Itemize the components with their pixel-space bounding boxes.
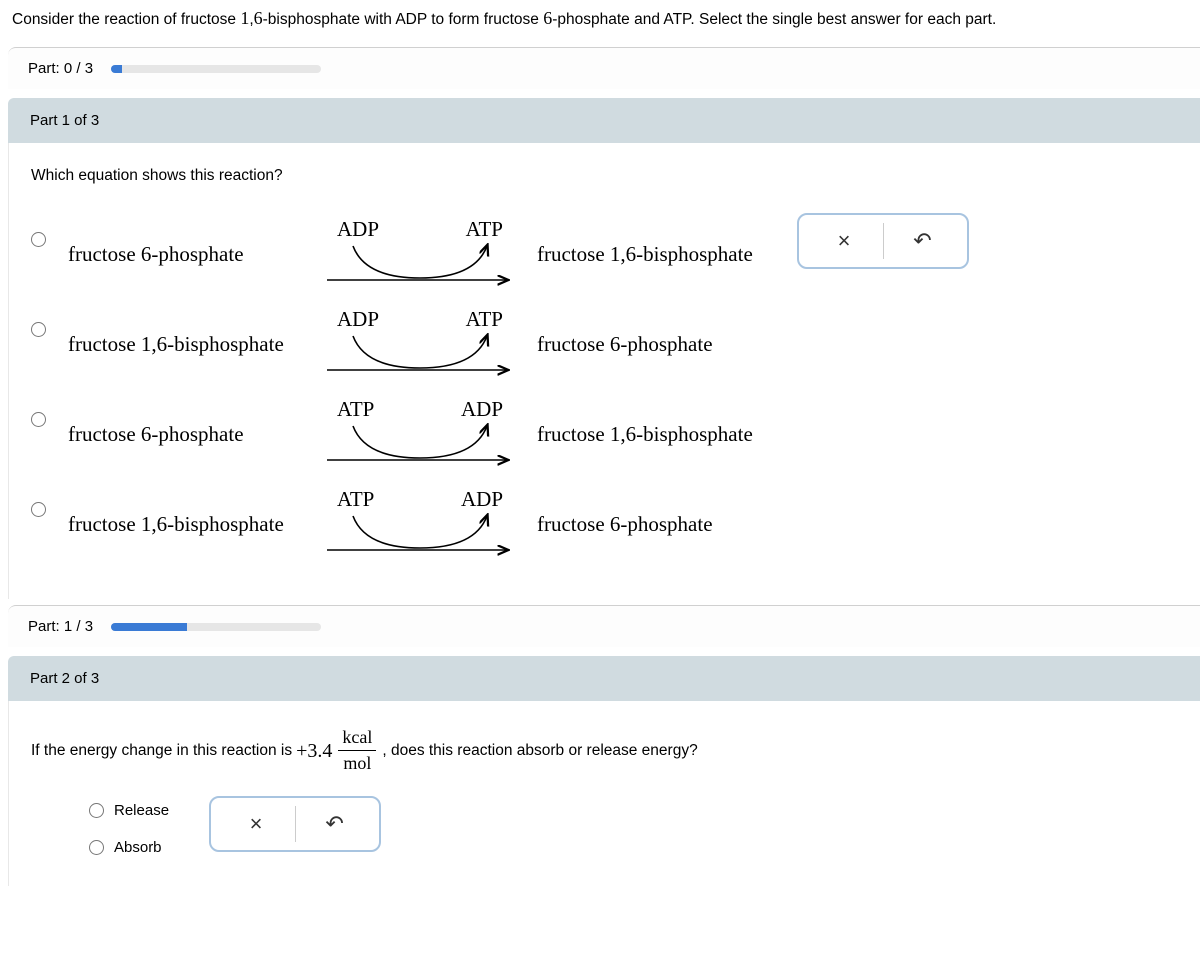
coupled-left: ATP [337, 487, 374, 512]
part-2-header: Part 2 of 3 [8, 656, 1200, 701]
radio-icon [89, 803, 104, 818]
option-label: Release [114, 802, 169, 819]
close-icon: × [838, 228, 851, 254]
radio-icon [89, 840, 104, 855]
arrow-svg [325, 512, 515, 562]
product-label: fructose 6-phosphate [537, 332, 777, 357]
coupled-right: ADP [461, 397, 503, 422]
radio-icon [31, 232, 46, 247]
reaction-arrow: ATP ADP [325, 397, 515, 472]
product-label: fructose 6-phosphate [537, 512, 777, 537]
part-2-question: If the energy change in this reaction is… [31, 725, 1178, 776]
undo-button[interactable]: ↶ [295, 806, 373, 842]
reactant-label: fructose 6-phosphate [68, 422, 303, 447]
coupled-left: ADP [337, 217, 379, 242]
part-1-body: Which equation shows this reaction? fruc… [8, 143, 1200, 599]
question-intro: Consider the reaction of fructose 1,6-bi… [8, 8, 1200, 47]
coupled-right: ATP [466, 307, 503, 332]
coupled-right: ADP [461, 487, 503, 512]
option-release[interactable]: Release [89, 802, 169, 819]
part-1-controls: × ↶ [797, 213, 969, 269]
progress-fill [111, 65, 122, 73]
progress-row-1: Part: 0 / 3 [8, 47, 1200, 90]
option-label: Absorb [114, 839, 162, 856]
progress-fill [111, 623, 187, 631]
equation-option[interactable]: fructose 1,6-bisphosphate ATP ADP fructose … [31, 479, 777, 569]
close-button[interactable]: × [217, 806, 295, 842]
reactant-label: fructose 1,6-bisphosphate [68, 332, 303, 357]
undo-icon: ↶ [913, 228, 931, 254]
part-2-body: If the energy change in this reaction is… [8, 701, 1200, 886]
part-2-controls: × ↶ [209, 796, 381, 852]
progress-bar [111, 623, 321, 631]
undo-button[interactable]: ↶ [883, 223, 961, 259]
close-icon: × [250, 811, 263, 837]
equation-option[interactable]: fructose 6-phosphate ATP ADP fructose 1,6-b… [31, 389, 777, 479]
part-1-question: Which equation shows this reaction? [31, 167, 1178, 185]
reaction-arrow: ATP ADP [325, 487, 515, 562]
arrow-svg [325, 242, 515, 292]
reactant-label: fructose 1,6-bisphosphate [68, 512, 303, 537]
progress-label: Part: 1 / 3 [28, 618, 93, 635]
reaction-arrow: ADP ATP [325, 217, 515, 292]
coupled-right: ATP [466, 217, 503, 242]
coupled-left: ATP [337, 397, 374, 422]
progress-bar [111, 65, 321, 73]
undo-icon: ↶ [325, 811, 343, 837]
product-label: fructose 1,6-bisphosphate [537, 242, 777, 267]
reactant-label: fructose 6-phosphate [68, 242, 303, 267]
close-button[interactable]: × [805, 223, 883, 259]
part-1-header: Part 1 of 3 [8, 98, 1200, 143]
option-absorb[interactable]: Absorb [89, 839, 169, 856]
arrow-svg [325, 332, 515, 382]
equation-option[interactable]: fructose 6-phosphate ADP ATP fructose 1,6-b… [31, 209, 777, 299]
reaction-arrow: ADP ATP [325, 307, 515, 382]
arrow-svg [325, 422, 515, 472]
radio-icon [31, 322, 46, 337]
radio-icon [31, 412, 46, 427]
progress-row-2: Part: 1 / 3 [8, 605, 1200, 648]
radio-icon [31, 502, 46, 517]
equation-option[interactable]: fructose 1,6-bisphosphate ADP ATP fructose … [31, 299, 777, 389]
progress-label: Part: 0 / 3 [28, 60, 93, 77]
coupled-left: ADP [337, 307, 379, 332]
product-label: fructose 1,6-bisphosphate [537, 422, 777, 447]
